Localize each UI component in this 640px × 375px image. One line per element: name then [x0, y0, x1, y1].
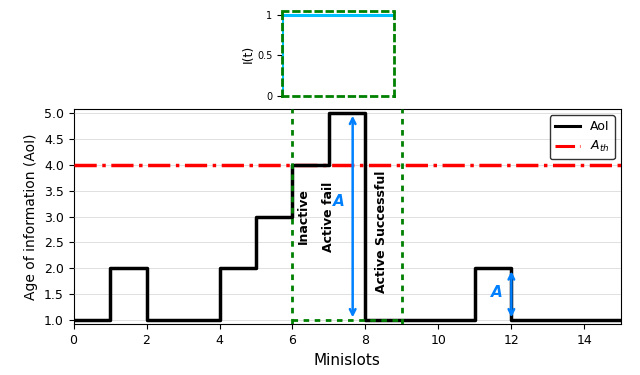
AoI — [508, 266, 515, 271]
$A_{th}$ — [106, 162, 114, 167]
AoI — [398, 318, 406, 322]
AoI — [325, 111, 333, 115]
AoI — [508, 318, 515, 322]
AoI — [252, 214, 260, 219]
AoI — [398, 318, 406, 322]
AoI — [143, 318, 150, 322]
AoI — [289, 214, 296, 219]
AoI — [362, 318, 369, 322]
Text: Active fail: Active fail — [322, 182, 335, 252]
AoI — [471, 266, 479, 271]
Text: Inactive: Inactive — [297, 189, 310, 244]
AoI — [143, 266, 150, 271]
Text: A: A — [492, 285, 503, 300]
AoI — [216, 318, 223, 322]
AoI — [106, 318, 114, 322]
AoI — [580, 318, 588, 322]
AoI — [435, 318, 442, 322]
$A_{th}$ — [70, 162, 77, 167]
AoI — [179, 318, 187, 322]
Y-axis label: I(t): I(t) — [241, 44, 254, 63]
AoI — [289, 162, 296, 167]
X-axis label: Minislots: Minislots — [314, 352, 381, 368]
AoI — [106, 266, 114, 271]
AoI — [617, 318, 625, 322]
AoI — [362, 111, 369, 115]
AoI — [435, 318, 442, 322]
Text: Active Successful: Active Successful — [374, 171, 388, 293]
AoI — [216, 266, 223, 271]
AoI — [252, 266, 260, 271]
AoI — [325, 162, 333, 167]
Text: A: A — [333, 194, 344, 209]
AoI — [544, 318, 552, 322]
AoI — [471, 318, 479, 322]
Line: AoI: AoI — [74, 113, 621, 320]
AoI — [179, 318, 187, 322]
AoI — [70, 318, 77, 322]
AoI — [544, 318, 552, 322]
Y-axis label: Age of information (AoI): Age of information (AoI) — [24, 134, 38, 300]
Legend: AoI, $A_{th}$: AoI, $A_{th}$ — [550, 115, 614, 159]
AoI — [580, 318, 588, 322]
